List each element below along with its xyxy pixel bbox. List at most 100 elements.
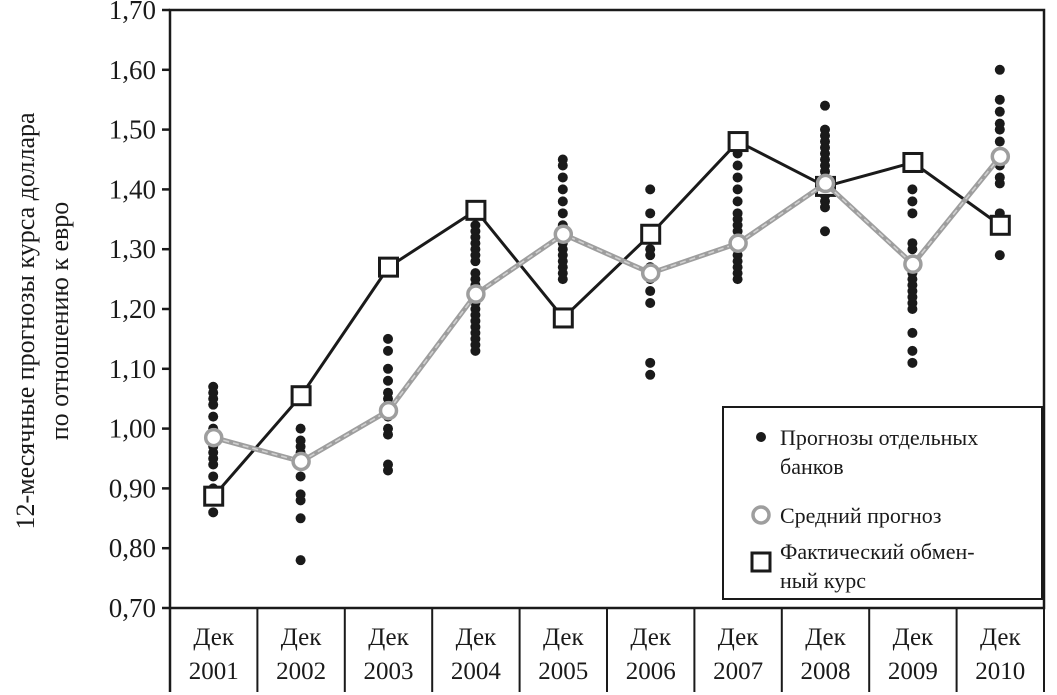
actual-rate-point (465, 199, 487, 221)
category-label-year: 2001 (189, 658, 239, 685)
bank-forecast-point (907, 208, 918, 219)
mean-forecast-point (815, 173, 836, 194)
bank-forecast-point (295, 495, 306, 506)
bank-forecast-point (208, 459, 219, 470)
y-tick-label: 1,20 (109, 294, 156, 324)
y-tick-label: 1,50 (109, 115, 156, 145)
actual-rate-point (552, 307, 574, 329)
category-label-year: 2003 (364, 658, 414, 685)
bank-forecast-point (208, 411, 219, 422)
mean-forecast-point (378, 400, 399, 421)
y-tick-label: 1,70 (109, 0, 156, 25)
category-label-month: Дек (718, 624, 759, 651)
mean-forecast-point (553, 224, 574, 244)
bank-forecast-point (470, 256, 481, 267)
mean-forecast-point (990, 146, 1011, 167)
bank-forecast-point (645, 184, 656, 195)
bank-forecast-point (645, 357, 656, 368)
bank-forecast-point (907, 357, 918, 368)
category-label-month: Дек (805, 624, 846, 651)
legend-label: Фактический обмен- (780, 539, 975, 564)
y-axis-title: 12-месячные прогнозы курса доллара по отн… (11, 112, 74, 530)
bank-forecast-point (994, 124, 1005, 135)
actual-rate-point (203, 485, 225, 507)
y-tick-label: 1,10 (109, 354, 156, 384)
bank-forecast-point (470, 345, 481, 356)
bank-forecast-point (907, 244, 918, 255)
legend-label: Прогнозы отдельных (780, 425, 978, 450)
actual-rate-point (290, 385, 312, 407)
plot-frame (168, 8, 1046, 692)
bank-forecast-point (557, 184, 568, 195)
legend-square-icon (750, 551, 772, 573)
mean-forecast-series (203, 146, 1011, 472)
bank-forecast-point (994, 64, 1005, 75)
bank-forecast-point (907, 345, 918, 356)
bank-forecast-point (994, 106, 1005, 117)
bank-forecast-point (994, 178, 1005, 189)
bank-forecast-point (820, 202, 830, 213)
bank-forecast-point (295, 513, 306, 524)
y-axis-title-line: по отношению к евро (45, 202, 74, 441)
mean-forecast-line-highlight (213, 156, 1001, 463)
bank-forecast-point (732, 160, 743, 171)
category-label-year: 2007 (713, 658, 763, 685)
actual-rate-point (378, 256, 399, 278)
x-axis-categories: Дек 2001 Дек 2002 Дек 2003 Дек 2004 Дек 2005 Дек 20… (189, 624, 1026, 685)
category-label-month: Дек (193, 624, 234, 651)
category-label-month: Дек (630, 624, 671, 651)
actual-rate-line (212, 139, 1002, 498)
bank-forecast-point (208, 507, 219, 518)
mean-forecast-point (291, 451, 311, 472)
mean-forecast-point (466, 284, 486, 304)
bank-forecast-point (732, 184, 743, 195)
y-axis-title-line: 12-месячные прогнозы курса доллара (11, 112, 40, 530)
y-tick-label: 0,70 (109, 593, 156, 623)
category-label-year: 2008 (801, 658, 851, 685)
category-label-year: 2009 (888, 658, 938, 685)
bank-forecast-point (732, 196, 743, 207)
bank-forecast-point (645, 298, 656, 309)
bank-forecast-point (383, 345, 393, 356)
bank-forecast-point (295, 423, 306, 434)
bank-forecast-point (208, 399, 219, 410)
bank-forecast-point (383, 363, 393, 374)
bank-forecast-point (907, 327, 918, 338)
y-tick-label: 1,30 (109, 234, 156, 264)
mean-forecast-point (640, 263, 661, 283)
mean-forecast-point (903, 254, 923, 274)
bank-forecast-point (645, 208, 656, 219)
bank-forecast-point (557, 160, 568, 171)
bank-forecast-point (820, 226, 830, 237)
y-axis-ticks: 0,70 0,80 0,90 1,00 1,10 1,20 1,30 1,40 1,50 1,60… (109, 0, 170, 623)
category-label-month: Дек (893, 624, 934, 651)
bank-forecast-point (383, 465, 393, 476)
y-tick-label: 1,40 (109, 174, 156, 204)
mean-forecast-point (203, 427, 224, 448)
legend-label: банков (780, 454, 844, 479)
bank-forecast-point (208, 471, 219, 482)
actual-rate-point (727, 131, 749, 153)
category-label-month: Дек (456, 624, 497, 651)
bank-forecast-point (645, 369, 656, 380)
bank-forecast-point (907, 196, 918, 207)
category-label-month: Дек (543, 624, 584, 651)
y-axis-label: 12-месячные прогнозы курса доллара по отн… (11, 112, 74, 530)
actual-rate-point (640, 223, 662, 245)
bank-forecast-point (383, 333, 393, 344)
bank-forecast-point (645, 250, 656, 261)
category-label-month: Дек (368, 624, 409, 651)
category-label-month: Дек (980, 624, 1021, 651)
y-tick-label: 0,90 (109, 473, 156, 503)
legend-label: Средний прогноз (780, 503, 941, 528)
bank-forecast-point (994, 94, 1005, 105)
category-label-year: 2005 (538, 658, 588, 685)
bank-forecast-point (820, 100, 830, 111)
legend-label: ный курс (780, 568, 866, 593)
bank-forecast-point (645, 286, 656, 297)
legend-box (722, 406, 1043, 600)
mean-forecast-point (728, 233, 748, 253)
bank-forecast-point (383, 429, 393, 440)
actual-rate-point (989, 214, 1011, 236)
